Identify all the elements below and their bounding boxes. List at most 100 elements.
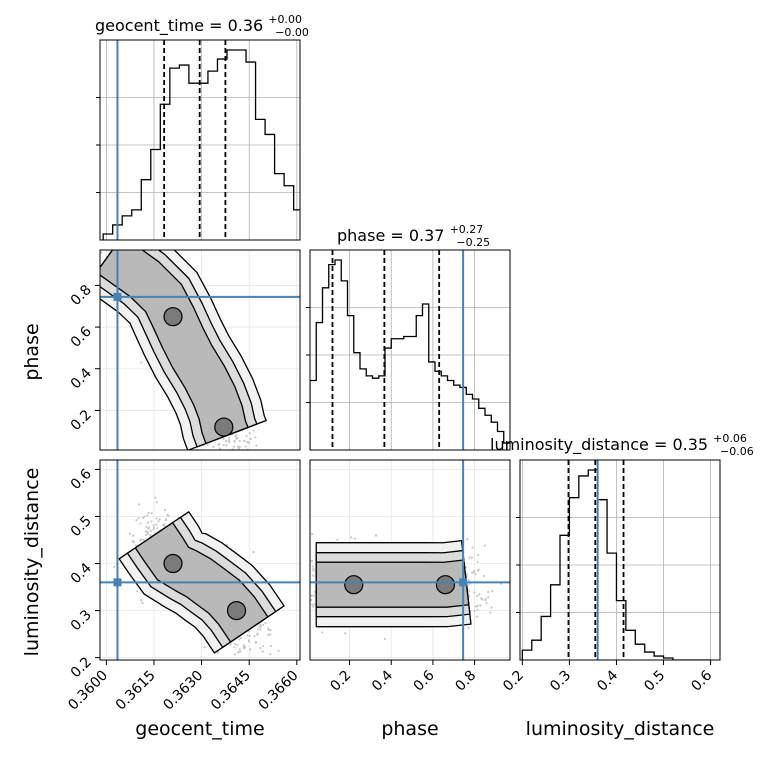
sample-point — [164, 519, 167, 522]
sample-point — [256, 633, 259, 636]
sample-point — [257, 628, 260, 631]
panel-content — [285, 460, 510, 660]
sample-point — [218, 447, 222, 450]
sample-point — [207, 450, 209, 452]
density-core — [163, 307, 183, 327]
sample-point — [111, 241, 113, 243]
sample-point — [236, 467, 238, 469]
sample-point — [114, 234, 116, 236]
sample-point — [313, 594, 316, 597]
sample-point — [237, 447, 240, 450]
sample-point — [259, 647, 262, 650]
sample-point — [248, 634, 251, 638]
sample-point — [350, 536, 353, 539]
sample-point — [262, 623, 265, 627]
sample-point — [233, 439, 236, 443]
sample-point — [144, 533, 148, 537]
sample-point — [490, 606, 493, 609]
y-tick-label: 0.6 — [68, 466, 95, 493]
sample-point — [254, 640, 257, 643]
sample-point — [353, 537, 357, 540]
sample-point — [473, 591, 476, 594]
sample-point — [152, 524, 155, 527]
sample-point — [242, 643, 245, 646]
sample-point — [154, 496, 157, 499]
sample-point — [269, 633, 272, 636]
sample-point — [225, 444, 228, 447]
sample-point — [476, 594, 479, 598]
sample-point — [166, 513, 169, 516]
y-tick-label: 0.4 — [68, 365, 95, 392]
sample-point — [261, 650, 264, 653]
sample-point — [474, 605, 477, 608]
y-tick-label: 0.3 — [68, 607, 95, 634]
sample-point — [110, 244, 112, 246]
sample-point — [212, 472, 214, 474]
truth-marker — [459, 578, 468, 587]
sample-point — [253, 635, 256, 638]
sample-point — [285, 586, 287, 588]
sample-point — [252, 550, 255, 554]
sample-point — [233, 653, 237, 656]
sample-point — [214, 461, 216, 463]
sample-point — [245, 488, 247, 490]
xlabel-geocent-time: geocent_time — [135, 718, 264, 740]
sample-point — [146, 514, 149, 517]
sample-point — [103, 244, 105, 246]
sample-point — [374, 534, 378, 537]
x-tick-label: 0.8 — [452, 668, 479, 695]
title-luminosity-distance: luminosity_distance = 0.35 +0.06 −0.06 — [490, 427, 754, 458]
sample-point — [307, 587, 309, 589]
y-tick-label: 0.5 — [68, 513, 95, 540]
sample-point — [145, 530, 148, 533]
density-core — [214, 417, 234, 437]
sample-point — [383, 637, 386, 640]
sample-point — [97, 248, 99, 250]
sample-point — [470, 556, 474, 559]
sample-point — [155, 523, 158, 526]
sample-point — [224, 455, 226, 457]
panel-frame — [99, 39, 301, 241]
sample-point — [139, 522, 142, 525]
sample-point — [152, 526, 155, 529]
sample-point — [245, 434, 248, 438]
sample-point — [476, 604, 479, 607]
sample-point — [94, 248, 96, 250]
sample-point — [478, 593, 481, 596]
sample-point — [468, 582, 471, 586]
sample-point — [128, 243, 130, 245]
x-tick-label: 0.2 — [500, 668, 527, 695]
sample-point — [252, 429, 255, 432]
sample-point — [83, 234, 85, 236]
sample-point — [86, 223, 88, 225]
sample-point — [142, 538, 145, 541]
sample-point — [476, 609, 479, 612]
sample-point — [272, 666, 274, 668]
x-tick-label: 0.6 — [688, 667, 715, 694]
sample-point — [120, 211, 122, 213]
sample-point — [344, 632, 347, 635]
sample-point — [336, 538, 339, 541]
sample-point — [473, 609, 476, 612]
sample-point — [100, 235, 102, 237]
sample-point — [156, 527, 159, 530]
sample-point — [216, 651, 219, 654]
histogram-step — [310, 259, 510, 450]
sample-point — [247, 640, 251, 643]
sample-point — [147, 526, 151, 529]
sample-point — [247, 462, 249, 464]
density-geocent_time-phase — [83, 211, 301, 490]
sample-point — [217, 444, 220, 447]
sample-point — [467, 578, 470, 582]
sample-point — [234, 643, 237, 646]
sample-point — [135, 519, 138, 522]
sample-point — [222, 443, 225, 447]
sample-point — [199, 464, 201, 466]
sample-point — [209, 465, 211, 467]
sample-point — [473, 569, 476, 572]
density-core — [226, 600, 247, 621]
sample-point — [301, 555, 303, 557]
sample-point — [141, 601, 144, 605]
xlabel-phase: phase — [381, 718, 438, 740]
sample-point — [132, 534, 135, 537]
